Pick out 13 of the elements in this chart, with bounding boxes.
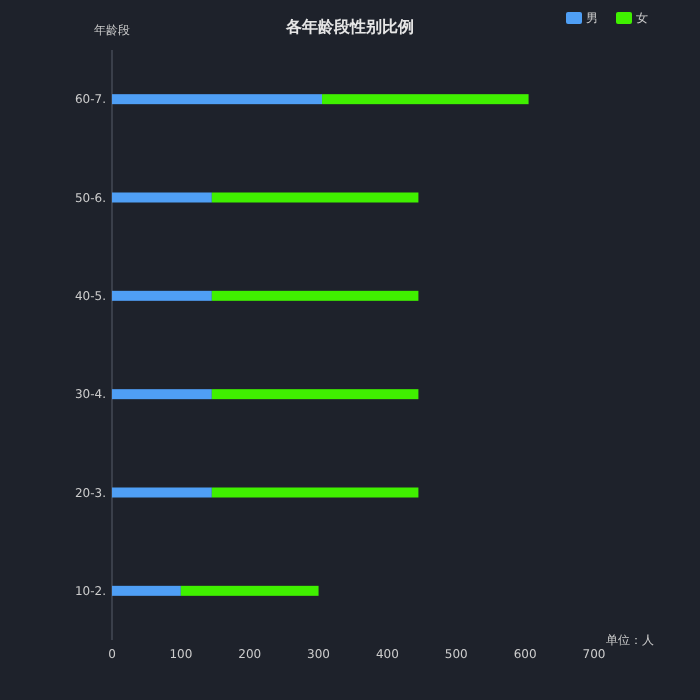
bar (112, 94, 323, 105)
bar (112, 192, 212, 203)
bar (112, 585, 181, 596)
bar (112, 487, 212, 498)
bar (211, 192, 419, 203)
bar (211, 389, 419, 400)
bar (211, 290, 419, 301)
bar (211, 487, 419, 498)
bar (112, 290, 212, 301)
bar (112, 389, 212, 400)
bar (322, 94, 529, 105)
bar (180, 585, 319, 596)
chart-title: 各年龄段性别比例 (284, 18, 414, 36)
